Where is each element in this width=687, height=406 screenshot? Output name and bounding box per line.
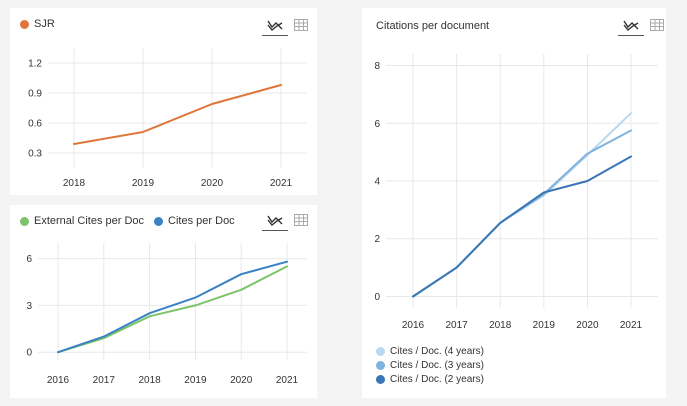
legend-label: Cites / Doc. (3 years) — [390, 360, 484, 371]
sjr-chart: 0.3 0.6 0.9 1.2 2018 2019 2020 2021 — [28, 48, 307, 189]
x-tick-label: 2019 — [132, 178, 155, 189]
x-tick-label: 2017 — [93, 375, 116, 386]
x-tick-label: 2019 — [533, 320, 556, 331]
cpd-panel: Citations per document 0 2 4 6 8 2016 2017 2018… — [362, 8, 666, 398]
line-view-button[interactable] — [618, 14, 644, 36]
y-tick-label: 6 — [26, 254, 32, 265]
x-tick-label: 2020 — [576, 320, 599, 331]
series-line — [73, 84, 282, 145]
x-tick-label: 2021 — [270, 178, 293, 189]
x-tick-label: 2020 — [201, 178, 224, 189]
cites-panel: External Cites per Doc Cites per Doc 0 3 6… — [10, 205, 317, 398]
line-chart-icon — [267, 20, 283, 31]
legend-swatch — [376, 375, 385, 384]
series-line — [57, 265, 288, 354]
table-icon — [650, 19, 664, 31]
x-tick-label: 2016 — [402, 320, 425, 331]
y-tick-label: 6 — [374, 119, 380, 130]
legend-label: External Cites per Doc — [34, 215, 145, 227]
table-view-button[interactable] — [288, 14, 314, 36]
cites-chart: 0 3 6 2016 2017 2018 2019 2020 2021 — [26, 243, 307, 386]
series-line — [412, 112, 632, 298]
x-tick-label: 2018 — [138, 375, 161, 386]
table-icon — [294, 19, 308, 31]
legend-label: Cites / Doc. (4 years) — [390, 346, 484, 357]
chart-toolbar — [618, 14, 670, 36]
x-tick-label: 2021 — [620, 320, 643, 331]
chart-toolbar — [262, 14, 314, 36]
series-line — [412, 129, 632, 298]
x-tick-label: 2021 — [276, 375, 299, 386]
x-tick-label: 2016 — [47, 375, 70, 386]
table-icon — [294, 214, 308, 226]
y-tick-label: 2 — [374, 234, 380, 245]
legend: External Cites per Doc Cites per Doc — [20, 215, 235, 227]
x-tick-label: 2018 — [63, 178, 86, 189]
y-tick-label: 4 — [374, 177, 380, 188]
y-tick-label: 0 — [374, 292, 380, 303]
line-chart-icon — [267, 215, 283, 226]
legend-swatch — [376, 347, 385, 356]
x-tick-label: 2017 — [445, 320, 468, 331]
chart-toolbar — [262, 209, 314, 231]
series-line — [57, 260, 288, 354]
y-tick-label: 0 — [26, 348, 32, 359]
line-view-button[interactable] — [262, 209, 288, 231]
legend-item: Cites / Doc. (2 years) — [376, 374, 484, 385]
y-tick-label: 8 — [374, 61, 380, 72]
legend-swatch — [154, 216, 164, 226]
table-view-button[interactable] — [644, 14, 670, 36]
x-tick-label: 2018 — [489, 320, 512, 331]
line-chart-icon — [623, 20, 639, 31]
y-tick-label: 1.2 — [28, 59, 42, 70]
y-tick-label: 3 — [26, 301, 32, 312]
line-view-button[interactable] — [262, 14, 288, 36]
legend: SJR — [20, 18, 55, 30]
y-tick-label: 0.6 — [28, 119, 42, 130]
x-tick-label: 2020 — [230, 375, 253, 386]
legend-swatch — [376, 361, 385, 370]
y-tick-label: 0.9 — [28, 89, 42, 100]
table-view-button[interactable] — [288, 209, 314, 231]
legend-label: Cites per Doc — [168, 215, 235, 227]
legend-item: Cites / Doc. (4 years) — [376, 346, 484, 357]
y-tick-label: 0.3 — [28, 149, 42, 160]
chart-title: Citations per document — [376, 20, 490, 32]
legend-swatch — [20, 19, 29, 29]
series-line — [412, 155, 632, 298]
cpd-chart: 0 2 4 6 8 2016 2017 2018 2019 2020 2021 — [374, 54, 658, 331]
legend-item: Cites / Doc. (3 years) — [376, 360, 484, 371]
x-tick-label: 2019 — [184, 375, 207, 386]
legend-swatch — [20, 216, 29, 226]
sjr-panel: SJR 0.3 0.6 0.9 1.2 2018 2019 2020 2021 — [10, 8, 317, 195]
legend-label: Cites / Doc. (2 years) — [390, 374, 484, 385]
legend-label: SJR — [34, 18, 55, 30]
